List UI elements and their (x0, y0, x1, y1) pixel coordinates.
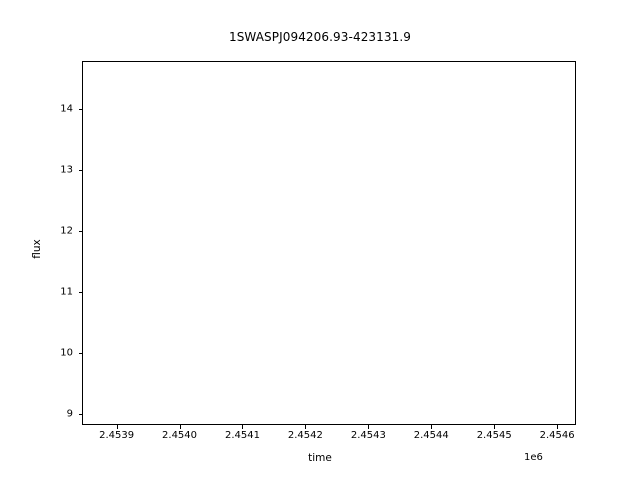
x-tick-mark (557, 425, 559, 429)
x-axis-offset-text: 1e6 (524, 452, 543, 463)
x-tick-label: 2.4543 (350, 430, 386, 441)
x-tick-mark (494, 425, 496, 429)
x-tick-mark (368, 425, 370, 429)
x-tick-label: 2.4541 (224, 430, 260, 441)
y-tick-mark (78, 108, 82, 110)
y-tick-mark (78, 352, 82, 354)
x-tick-mark (305, 425, 307, 429)
x-tick-label: 2.4544 (413, 430, 449, 441)
y-tick-label: 13 (60, 164, 73, 176)
y-tick-mark (78, 169, 82, 171)
y-tick-label: 12 (60, 225, 73, 237)
y-tick-label: 11 (60, 286, 73, 298)
x-tick-mark (431, 425, 433, 429)
x-tick-label: 2.4539 (99, 430, 135, 441)
page-title: 1SWASPJ094206.93-423131.9 (228, 30, 412, 44)
x-tick-mark (116, 425, 118, 429)
y-tick-mark (78, 291, 82, 293)
x-tick-label: 2.4546 (539, 430, 575, 441)
x-tick-label: 2.4545 (476, 430, 512, 441)
x-tick-label: 2.4540 (162, 430, 198, 441)
x-axis-label: time (308, 452, 332, 464)
y-tick-mark (78, 414, 82, 415)
x-tick-mark (179, 425, 181, 429)
y-tick-label: 9 (66, 408, 73, 420)
axes-frame (82, 61, 576, 425)
y-tick-mark (78, 230, 82, 232)
y-axis-label: flux (31, 239, 43, 259)
y-tick-label: 10 (60, 347, 73, 359)
x-tick-label: 2.4542 (287, 430, 323, 441)
x-tick-mark (242, 425, 244, 429)
y-tick-label: 14 (60, 103, 73, 115)
